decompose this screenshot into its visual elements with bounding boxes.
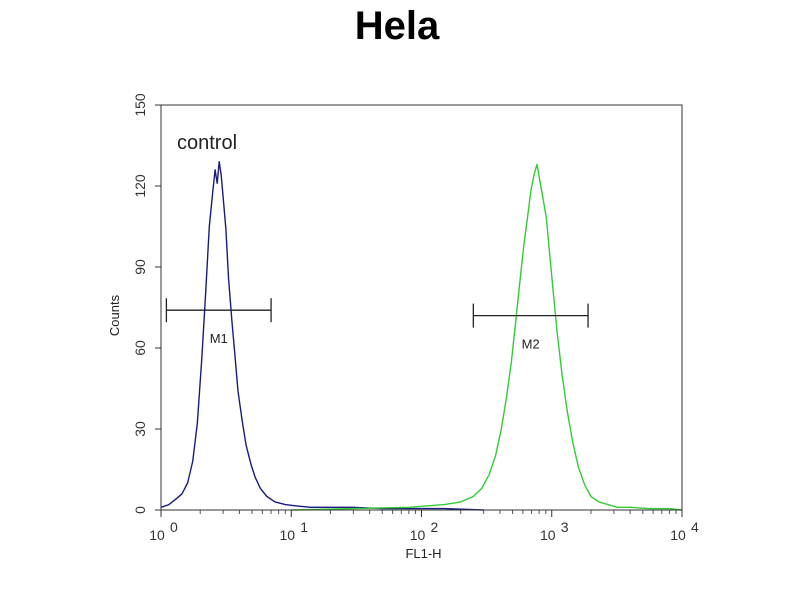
x-tick-exponent: 3	[561, 519, 569, 535]
x-tick-exponent: 4	[691, 519, 699, 535]
y-tick-label: 90	[132, 259, 148, 275]
y-tick-label: 150	[132, 93, 148, 117]
x-axis-ticks: 10 0 10 1 10 2 10 3 10 4	[149, 510, 699, 543]
y-axis-label: Counts	[107, 294, 122, 336]
x-tick-label: 10	[149, 527, 165, 543]
plot-frame	[160, 104, 683, 511]
histogram-series-1	[160, 160, 484, 511]
x-tick-exponent: 1	[300, 519, 308, 535]
x-tick-label: 10	[279, 527, 295, 543]
x-tick-label: 10	[540, 527, 556, 543]
marker-layer: M1 M2	[165, 298, 589, 352]
chart-title: Hela	[354, 4, 440, 48]
y-tick-label: 120	[132, 174, 148, 198]
y-tick-label: 0	[132, 506, 148, 514]
y-tick-label: 60	[132, 340, 148, 356]
x-tick-exponent: 0	[170, 519, 178, 535]
control-annotation: control	[177, 132, 237, 154]
x-tick-exponent: 2	[431, 519, 439, 535]
marker-label: M2	[522, 337, 540, 352]
y-axis-ticks: 0 30 60 90 120 150	[132, 93, 161, 514]
marker-label: M1	[210, 331, 228, 346]
x-tick-label: 10	[410, 527, 426, 543]
x-axis-label: FL1-H	[405, 546, 441, 561]
x-tick-label: 10	[670, 527, 686, 543]
series-layer	[160, 160, 683, 511]
y-tick-label: 30	[132, 421, 148, 437]
histogram-series-2	[291, 163, 683, 511]
